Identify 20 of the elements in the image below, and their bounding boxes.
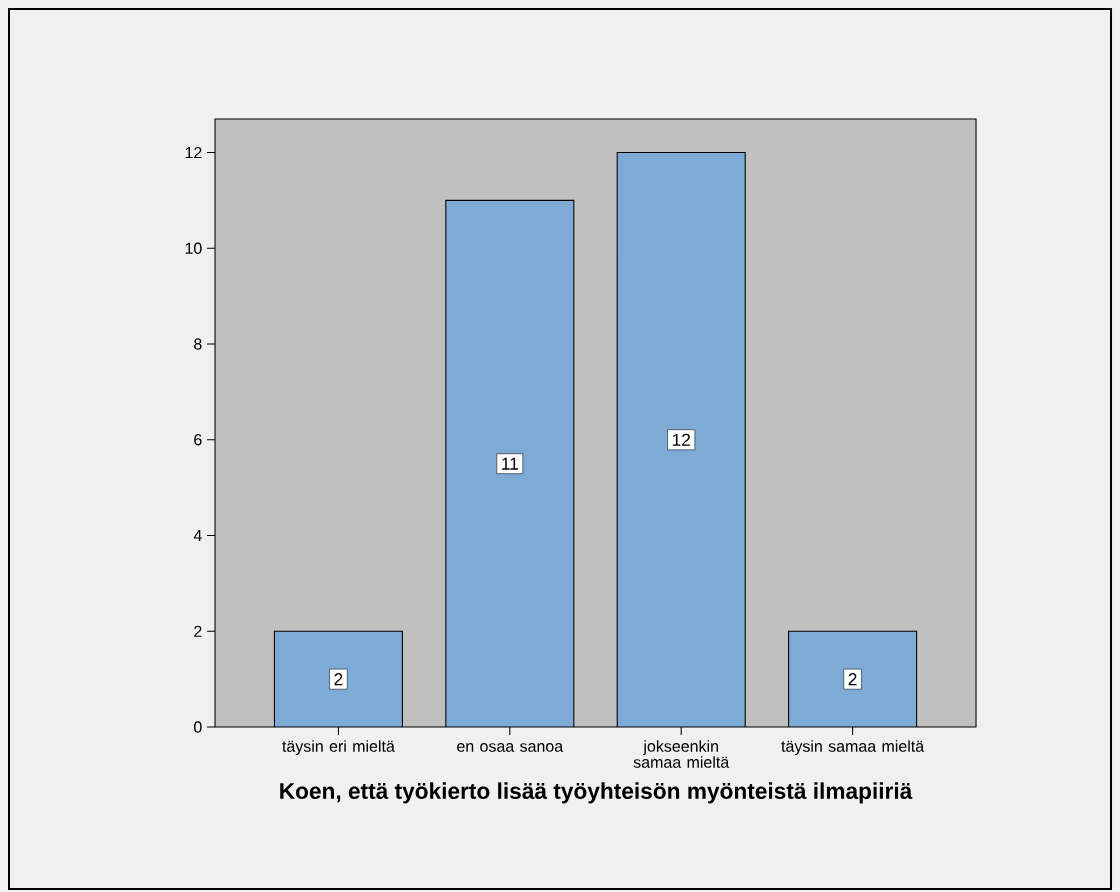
y-tick-label: 10	[185, 242, 202, 254]
x-tick-label: täysin samaa mieltä	[781, 740, 925, 756]
y-tick-label: 12	[185, 146, 202, 159]
x-tick-label: en osaa sanoa	[457, 743, 564, 752]
bar	[274, 631, 403, 728]
y-tick-label: 4	[193, 530, 202, 542]
bar	[788, 630, 918, 728]
x-axis-title: Koen, että työkierto lisää työyhteisön myönteistä ilmapiiriä	[280, 782, 913, 804]
y-tick-label: 2	[194, 625, 202, 637]
bar	[616, 151, 746, 728]
data-label: 2	[848, 673, 857, 686]
data-label: 2	[334, 673, 343, 686]
bar	[445, 199, 575, 728]
x-tick-label: jokseenkin samaa mieltä	[633, 740, 730, 768]
y-tick-label: 0	[194, 721, 202, 733]
data-label: 11	[502, 457, 518, 470]
y-tick-label: 6	[194, 434, 202, 446]
y-tick-label: 8	[194, 338, 202, 350]
data-label: 12	[672, 433, 690, 446]
x-tick-label: täysin eri mieltä	[282, 740, 395, 756]
